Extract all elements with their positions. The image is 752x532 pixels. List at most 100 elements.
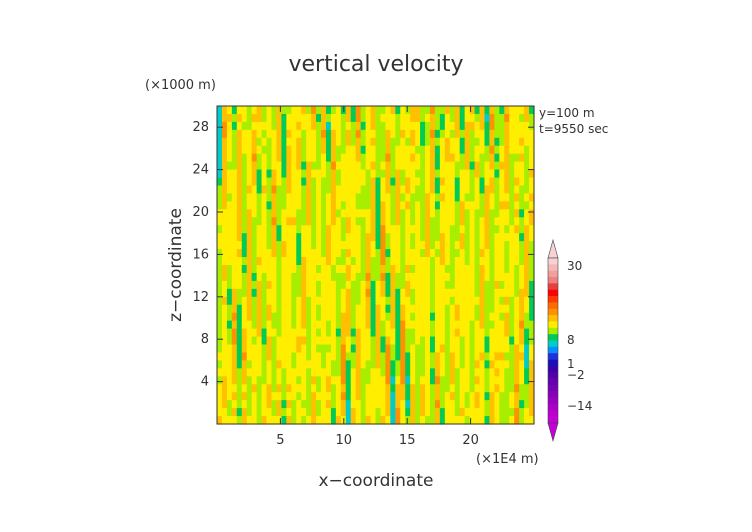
field-cell <box>311 336 317 346</box>
field-cell <box>395 249 401 258</box>
field-cell <box>504 280 510 290</box>
field-cell <box>281 280 287 290</box>
field-cell <box>340 193 347 202</box>
field-cell <box>464 161 471 171</box>
field-cell <box>454 288 461 298</box>
field-cell <box>509 225 515 234</box>
field-cell <box>400 304 406 314</box>
field-cell <box>301 106 307 115</box>
field-cell <box>509 360 515 369</box>
field-cell <box>429 121 436 131</box>
field-cell <box>454 368 461 377</box>
field-cell <box>335 384 342 393</box>
field-cell <box>261 336 268 346</box>
field-cell <box>360 328 367 338</box>
field-cell <box>454 249 461 258</box>
field-cell <box>400 153 406 163</box>
field-cell <box>316 241 322 250</box>
field-cell <box>281 137 287 147</box>
field-cell <box>429 400 436 409</box>
field-cell <box>330 296 337 306</box>
field-cell <box>529 408 535 417</box>
field-cell <box>311 257 317 266</box>
field-cell <box>350 296 357 306</box>
field-cell <box>509 336 515 346</box>
field-cell <box>286 145 292 155</box>
field-cell <box>281 257 287 266</box>
field-cell <box>251 376 258 385</box>
field-cell <box>360 384 367 393</box>
field-cell <box>425 153 431 163</box>
field-cell <box>301 344 307 354</box>
field-cell <box>261 121 268 131</box>
field-cell <box>524 296 530 306</box>
field-cell <box>340 368 347 377</box>
field-cell <box>484 153 491 163</box>
field-cell <box>256 113 263 123</box>
field-cell <box>350 145 357 155</box>
field-cell <box>444 360 451 369</box>
field-cell <box>365 304 372 314</box>
field-cell <box>469 153 476 163</box>
field-cell <box>316 265 322 274</box>
field-cell <box>236 169 243 179</box>
field-cell <box>251 392 258 401</box>
field-cell <box>504 272 510 282</box>
field-cell <box>256 265 263 274</box>
field-cell <box>479 312 486 322</box>
field-cell <box>474 288 481 298</box>
field-cell <box>241 304 248 314</box>
field-cell <box>439 336 446 346</box>
field-cell <box>266 153 273 163</box>
field-cell <box>519 137 525 147</box>
field-cell <box>291 368 297 377</box>
field-cell <box>395 416 401 425</box>
field-cell <box>261 257 268 266</box>
field-cell <box>494 352 500 361</box>
field-cell <box>499 185 505 195</box>
field-cell <box>271 288 278 298</box>
field-cell <box>345 193 352 202</box>
field-cell <box>420 296 426 306</box>
field-cell <box>395 177 401 187</box>
field-cell <box>276 106 282 115</box>
field-cell <box>321 209 327 218</box>
field-cell <box>449 280 456 290</box>
field-cell <box>221 193 228 202</box>
field-cell <box>231 408 238 417</box>
field-cell <box>434 129 441 139</box>
field-cell <box>355 153 362 163</box>
field-cell <box>484 241 491 250</box>
field-cell <box>410 241 416 250</box>
field-cell <box>296 328 302 338</box>
field-cell <box>420 272 426 282</box>
field-cell <box>385 113 391 123</box>
field-cell <box>325 257 332 266</box>
field-cell <box>345 304 352 314</box>
field-cell <box>325 225 332 234</box>
field-cell <box>365 328 372 338</box>
field-cell <box>355 121 362 131</box>
field-cell <box>380 416 386 425</box>
field-cell <box>494 320 500 330</box>
field-cell <box>226 106 233 115</box>
field-cell <box>395 265 401 274</box>
field-cell <box>464 249 471 258</box>
field-cell <box>420 233 426 242</box>
field-cell <box>330 336 337 346</box>
field-cell <box>261 217 268 226</box>
field-cell <box>276 344 282 354</box>
field-cell <box>459 106 466 115</box>
field-cell <box>286 384 292 393</box>
chart-title: vertical velocity <box>288 52 463 77</box>
field-cell <box>271 304 278 314</box>
field-cell <box>524 121 530 131</box>
field-cell <box>325 344 332 354</box>
field-cell <box>325 265 332 274</box>
field-cell <box>504 288 510 298</box>
field-cell <box>410 272 416 282</box>
field-cell <box>469 177 476 187</box>
field-cell <box>340 169 347 179</box>
field-cell <box>296 121 302 131</box>
field-cell <box>479 280 486 290</box>
